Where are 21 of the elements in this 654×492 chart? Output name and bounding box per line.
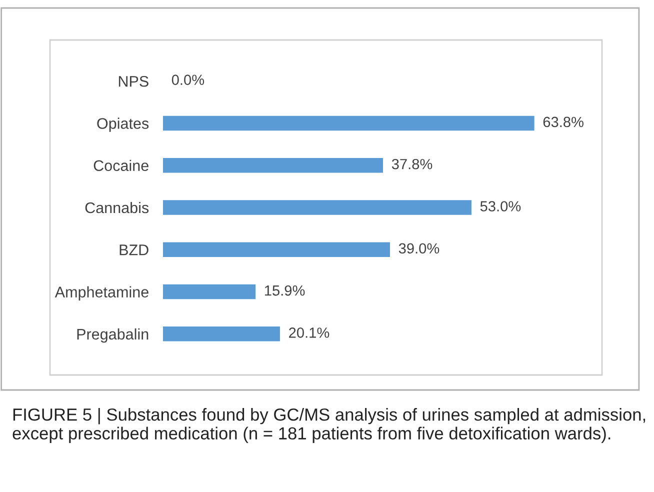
bar: [163, 284, 256, 300]
y-tick-label: NPS: [118, 76, 148, 87]
y-tick-label: Pregabalin: [77, 328, 148, 343]
y-tick-label: Amphetamine: [54, 286, 148, 300]
caption: FIGURE 5 | Substances found by GC/MS analysis of urines sampled at admission, except prescribed medication (n = 181 patients from five detoxification wards).: [12, 408, 646, 443]
data-label: 20.1%: [289, 328, 330, 338]
bar: [163, 200, 472, 215]
bar: [163, 158, 383, 173]
bar: [163, 326, 280, 342]
data-label: 39.0%: [398, 243, 440, 254]
y-tick-label: Cannabis: [85, 202, 149, 214]
y-tick-label: BZD: [120, 244, 148, 256]
data-label: 15.9%: [264, 285, 305, 296]
data-label: 63.8%: [543, 116, 584, 128]
bar: [163, 242, 390, 258]
y-tick-label: Opiates: [97, 118, 149, 132]
data-label: 53.0%: [480, 201, 521, 212]
data-label: 0.0%: [172, 74, 204, 85]
y-tick-label: Cocaine: [94, 160, 148, 172]
bar: [163, 116, 534, 131]
data-label: 37.8%: [392, 158, 432, 170]
